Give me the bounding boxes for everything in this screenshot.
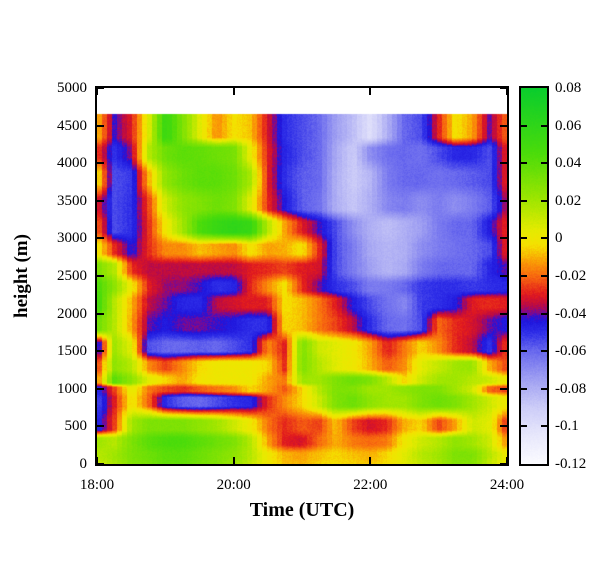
x-axis-title: Time (UTC) (249, 499, 355, 521)
y-axis-tick (97, 237, 104, 240)
x-axis-tick-mirror (506, 88, 508, 95)
y-tick-label: 4500 (57, 117, 87, 134)
y-axis-tick (97, 162, 104, 165)
y-axis-tick-mirror (500, 312, 507, 315)
y-tick-label: 2000 (57, 305, 87, 322)
colorbar-tick (521, 162, 527, 165)
x-tick-label: 24:00 (489, 477, 525, 493)
heatmap-canvas (97, 88, 507, 464)
colorbar-tick (521, 275, 527, 277)
y-axis-tick-mirror (500, 463, 507, 465)
y-axis-tick (97, 124, 104, 127)
y-axis-tick-mirror (500, 199, 507, 202)
colorbar-tick-label: 0.02 (555, 192, 582, 209)
y-tick-label: 2500 (57, 268, 87, 284)
colorbar-tick-mirror (541, 162, 547, 165)
x-tick-label: 18:00 (79, 477, 115, 493)
y-tick-label: 4000 (57, 155, 87, 172)
y-tick-label: 3000 (57, 230, 87, 247)
colorbar-tick-label: 0.08 (555, 80, 582, 96)
colorbar-tick-label: 0 (555, 230, 563, 247)
y-tick-label: 3500 (57, 192, 87, 209)
y-axis-tick-mirror (500, 387, 507, 390)
y-axis-tick (97, 275, 104, 277)
y-axis-tick (97, 425, 104, 428)
y-axis-tick-mirror (500, 162, 507, 165)
y-tick-label: 1000 (57, 380, 87, 397)
x-axis-tick-mirror (369, 88, 372, 95)
colorbar-tick-label: -0.06 (555, 343, 587, 360)
x-axis-tick-mirror (96, 88, 98, 95)
colorbar-tick-label: 0.06 (555, 117, 582, 134)
y-tick-label: 5000 (57, 80, 87, 96)
colorbar-tick-label: -0.12 (555, 456, 587, 472)
y-tick-label: 0 (79, 456, 88, 472)
y-axis-tick-mirror (500, 425, 507, 428)
x-axis-tick (506, 457, 508, 464)
colorbar-tick (521, 425, 527, 428)
colorbar-tick (521, 237, 527, 240)
y-axis-tick-mirror (500, 275, 507, 277)
y-axis-tick (97, 463, 104, 465)
colorbar-tick (521, 199, 527, 202)
colorbar-tick (521, 387, 527, 390)
colorbar-tick (521, 350, 527, 353)
colorbar-tick-mirror (541, 387, 547, 390)
colorbar-tick-mirror (541, 350, 547, 353)
y-tick-label: 500 (64, 418, 88, 435)
colorbar-tick-mirror (541, 124, 547, 127)
x-tick-label: 22:00 (353, 477, 388, 493)
y-axis-tick (97, 312, 104, 315)
colorbar-tick-mirror (541, 275, 547, 277)
x-axis-tick (96, 457, 98, 464)
x-axis-tick (232, 457, 235, 464)
y-axis-tick-mirror (500, 87, 507, 89)
colorbar-tick-mirror (541, 425, 547, 428)
colorbar-tick-label: -0.04 (555, 305, 587, 322)
x-axis-tick-mirror (232, 88, 235, 95)
colorbar-tick-mirror (541, 199, 547, 202)
y-axis-tick-mirror (500, 350, 507, 353)
y-axis-tick (97, 387, 104, 390)
y-axis-tick-mirror (500, 237, 507, 240)
colorbar-tick (521, 124, 527, 127)
colorbar-tick-label: -0.02 (555, 268, 587, 284)
colorbar-tick (521, 312, 527, 315)
y-axis-tick-mirror (500, 124, 507, 127)
y-axis-tick (97, 87, 104, 89)
colorbar-tick-mirror (541, 312, 547, 315)
x-tick-label: 20:00 (216, 477, 251, 493)
y-axis-tick (97, 350, 104, 353)
y-axis-title: height (m) (11, 234, 32, 318)
y-tick-label: 1500 (57, 343, 87, 360)
y-axis-tick (97, 199, 104, 202)
colorbar-tick-label: -0.1 (555, 418, 579, 435)
x-axis-tick (369, 457, 372, 464)
colorbar-tick-label: -0.08 (555, 380, 587, 397)
colorbar-tick-mirror (541, 237, 547, 240)
colorbar-tick-label: 0.04 (555, 155, 582, 172)
